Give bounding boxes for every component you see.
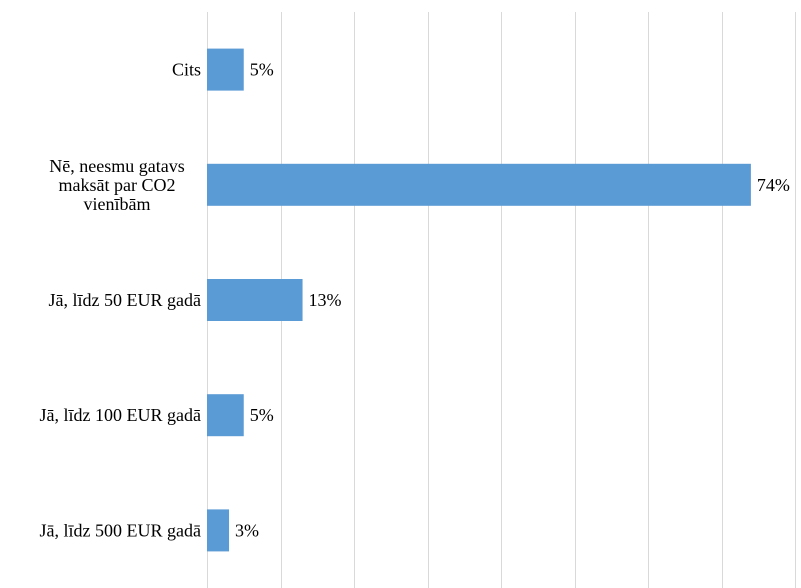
category-label-line: vienībām (84, 194, 151, 214)
category-label-line: Jā, līdz 500 EUR gadā (40, 520, 201, 540)
data-label: 13% (309, 290, 342, 310)
bar (207, 394, 244, 437)
bar (207, 509, 230, 552)
category-label: Jā, līdz 50 EUR gadā (49, 290, 201, 310)
data-label: 5% (250, 60, 274, 80)
category-label: Nē, neesmu gatavs maksāt par CO2 vienībām (49, 156, 184, 214)
bar (207, 163, 751, 206)
category-label: Jā, līdz 500 EUR gadā (40, 520, 201, 540)
bar (207, 48, 244, 91)
category-label-line: maksāt par CO2 (59, 175, 176, 195)
category-label-line: Nē, neesmu gatavs (49, 156, 184, 176)
category-label-line: Jā, līdz 50 EUR gadā (49, 290, 201, 310)
category-label-line: Cits (172, 60, 201, 80)
data-label: 74% (757, 175, 790, 195)
category-labels: Cits Nē, neesmu gatavs maksāt par CO2 vienī… (40, 60, 201, 541)
category-label-line: Jā, līdz 100 EUR gadā (40, 405, 201, 425)
category-label: Cits (172, 60, 201, 80)
category-label: Jā, līdz 100 EUR gadā (40, 405, 201, 425)
data-label: 3% (235, 520, 259, 540)
bars (207, 48, 751, 552)
data-labels: 5% 74% 13% 5% 3% (235, 60, 790, 541)
bar (207, 279, 303, 321)
data-label: 5% (250, 405, 274, 425)
